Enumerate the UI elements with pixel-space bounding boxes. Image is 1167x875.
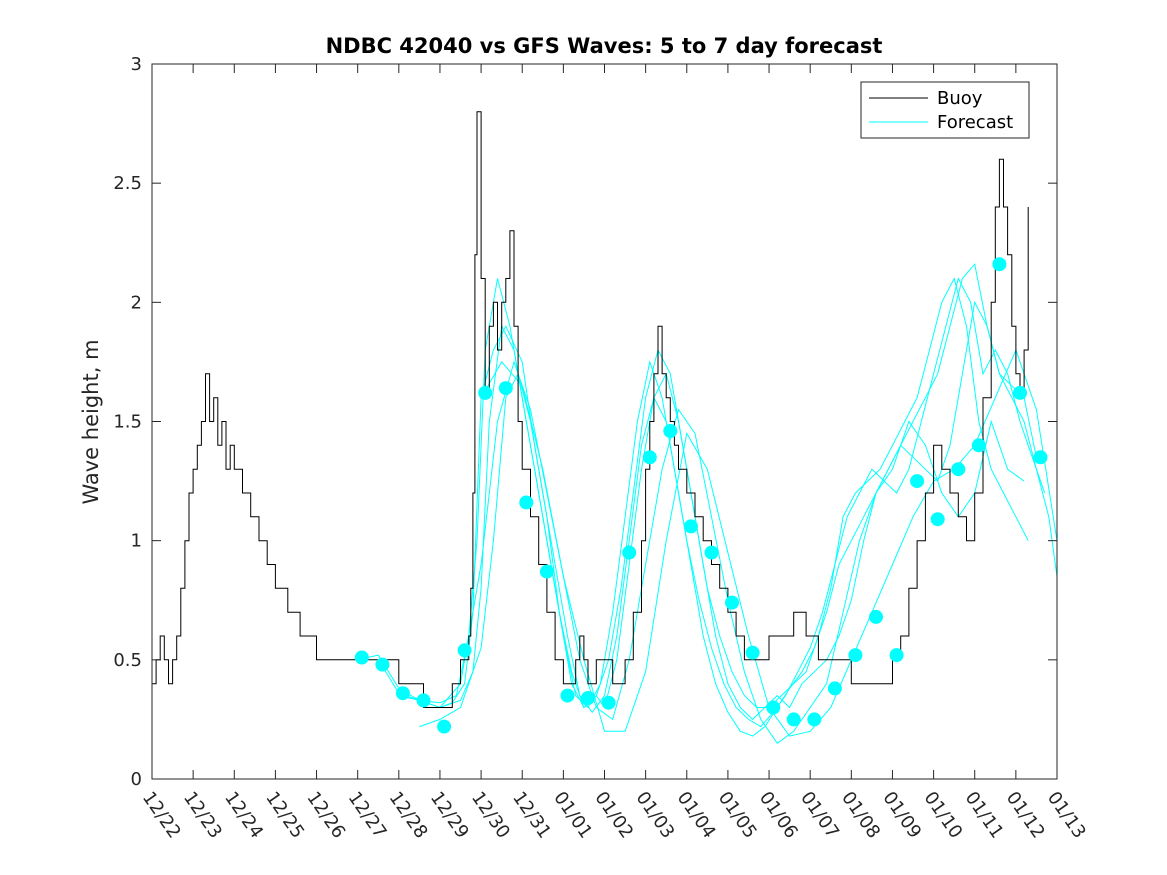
- forecast-marker: [1033, 450, 1048, 465]
- forecast-marker: [683, 519, 698, 534]
- forecast-marker: [745, 645, 760, 660]
- y-tick-label: 1.5: [113, 412, 142, 433]
- forecast-marker: [869, 609, 883, 624]
- forecast-marker: [992, 257, 1007, 272]
- forecast-marker: [560, 688, 575, 703]
- legend: Buoy Forecast: [860, 81, 1030, 139]
- legend-box: [860, 81, 1030, 139]
- forecast-marker: [971, 438, 986, 453]
- forecast-marker: [725, 595, 739, 610]
- forecast-marker: [889, 648, 904, 663]
- y-tick-label: 0: [131, 769, 142, 790]
- y-tick-label: 3: [131, 54, 142, 75]
- forecast-marker: [437, 719, 452, 734]
- buoy-line: [152, 111, 1029, 708]
- forecast-marker: [786, 712, 801, 727]
- y-tick-label: 2: [131, 292, 142, 313]
- y-axis-label: Wave height, m: [79, 339, 103, 504]
- forecast-marker: [395, 686, 410, 701]
- forecast-marker: [642, 450, 657, 465]
- forecast-marker: [1013, 385, 1027, 400]
- forecast-marker: [519, 495, 534, 510]
- forecast-marker: [498, 381, 513, 396]
- forecast-marker: [416, 693, 431, 708]
- forecast-marker: [930, 512, 945, 527]
- plot-area: [152, 111, 1057, 745]
- forecast-marker: [766, 700, 781, 715]
- forecast-line-3: [398, 277, 1046, 728]
- legend-forecast-label: Forecast: [937, 112, 1013, 133]
- forecast-marker: [951, 462, 966, 477]
- forecast-marker: [910, 474, 925, 489]
- chart-title: NDBC 42040 vs GFS Waves: 5 to 7 day fore…: [326, 34, 883, 58]
- forecast-marker: [354, 650, 369, 665]
- forecast-line-1: [357, 300, 1057, 721]
- forecast-marker: [601, 695, 616, 710]
- forecast-line-4: [419, 263, 1037, 737]
- forecast-marker: [827, 681, 842, 696]
- forecast-marker: [478, 385, 493, 400]
- forecast-marker: [457, 643, 472, 658]
- forecast-marker: [622, 545, 637, 560]
- forecast-marker: [807, 712, 822, 727]
- y-tick-label: 0.5: [113, 650, 142, 671]
- y-tick-label: 2.5: [113, 173, 142, 194]
- forecast-marker: [539, 564, 554, 579]
- forecast-marker: [581, 691, 595, 705]
- forecast-marker: [704, 545, 719, 560]
- y-tick-label: 1: [131, 531, 142, 552]
- forecast-marker: [375, 657, 390, 672]
- forecast-marker: [848, 648, 863, 663]
- legend-buoy-label: Buoy: [937, 88, 983, 109]
- forecast-marker: [663, 424, 678, 438]
